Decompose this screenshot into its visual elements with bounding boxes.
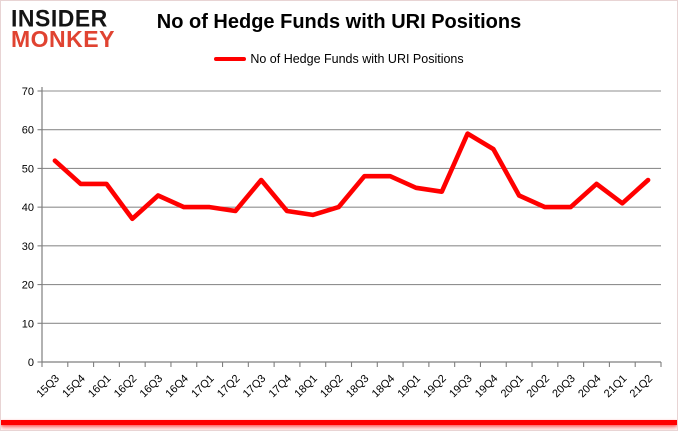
legend-line-marker-icon [214, 57, 247, 61]
logo-line-monkey: MONKEY [11, 26, 115, 53]
page-title: No of Hedge Funds with URI Positions [156, 11, 522, 33]
insider-monkey-logo: INSIDER MONKEY [11, 4, 115, 53]
svg-text:50: 50 [22, 163, 34, 175]
svg-text:10: 10 [22, 318, 34, 330]
svg-text:19Q2: 19Q2 [421, 373, 449, 401]
svg-text:15Q4: 15Q4 [60, 373, 88, 401]
svg-text:18Q3: 18Q3 [344, 373, 372, 401]
svg-text:21Q1: 21Q1 [602, 373, 630, 401]
svg-text:20Q4: 20Q4 [576, 373, 604, 401]
svg-text:19Q3: 19Q3 [447, 373, 475, 401]
svg-text:30: 30 [22, 241, 34, 253]
svg-text:18Q2: 18Q2 [318, 373, 346, 401]
svg-text:18Q4: 18Q4 [370, 373, 398, 401]
svg-text:19Q4: 19Q4 [473, 373, 501, 401]
svg-text:20Q3: 20Q3 [550, 373, 578, 401]
chart-legend: No of Hedge Funds with URI Positions [1, 52, 677, 66]
svg-text:20Q2: 20Q2 [525, 373, 553, 401]
svg-text:40: 40 [22, 202, 34, 214]
svg-text:70: 70 [22, 86, 34, 98]
svg-text:18Q1: 18Q1 [292, 373, 320, 401]
svg-text:16Q4: 16Q4 [163, 373, 191, 401]
svg-text:16Q2: 16Q2 [112, 373, 140, 401]
svg-text:60: 60 [22, 125, 34, 137]
bottom-accent-bar [1, 420, 677, 425]
svg-text:16Q1: 16Q1 [86, 373, 114, 401]
svg-text:17Q4: 17Q4 [267, 373, 295, 401]
svg-text:19Q1: 19Q1 [396, 373, 424, 401]
svg-text:17Q3: 17Q3 [241, 373, 269, 401]
logo-line-insider: INSIDER [11, 4, 108, 32]
svg-text:20Q1: 20Q1 [499, 373, 527, 401]
svg-text:17Q2: 17Q2 [215, 373, 243, 401]
svg-text:17Q1: 17Q1 [189, 373, 217, 401]
svg-text:21Q2: 21Q2 [628, 373, 656, 401]
svg-text:20: 20 [22, 280, 34, 292]
svg-text:15Q3: 15Q3 [34, 373, 62, 401]
svg-text:0: 0 [28, 357, 34, 369]
svg-text:16Q3: 16Q3 [138, 373, 166, 401]
legend-label: No of Hedge Funds with URI Positions [250, 52, 464, 66]
